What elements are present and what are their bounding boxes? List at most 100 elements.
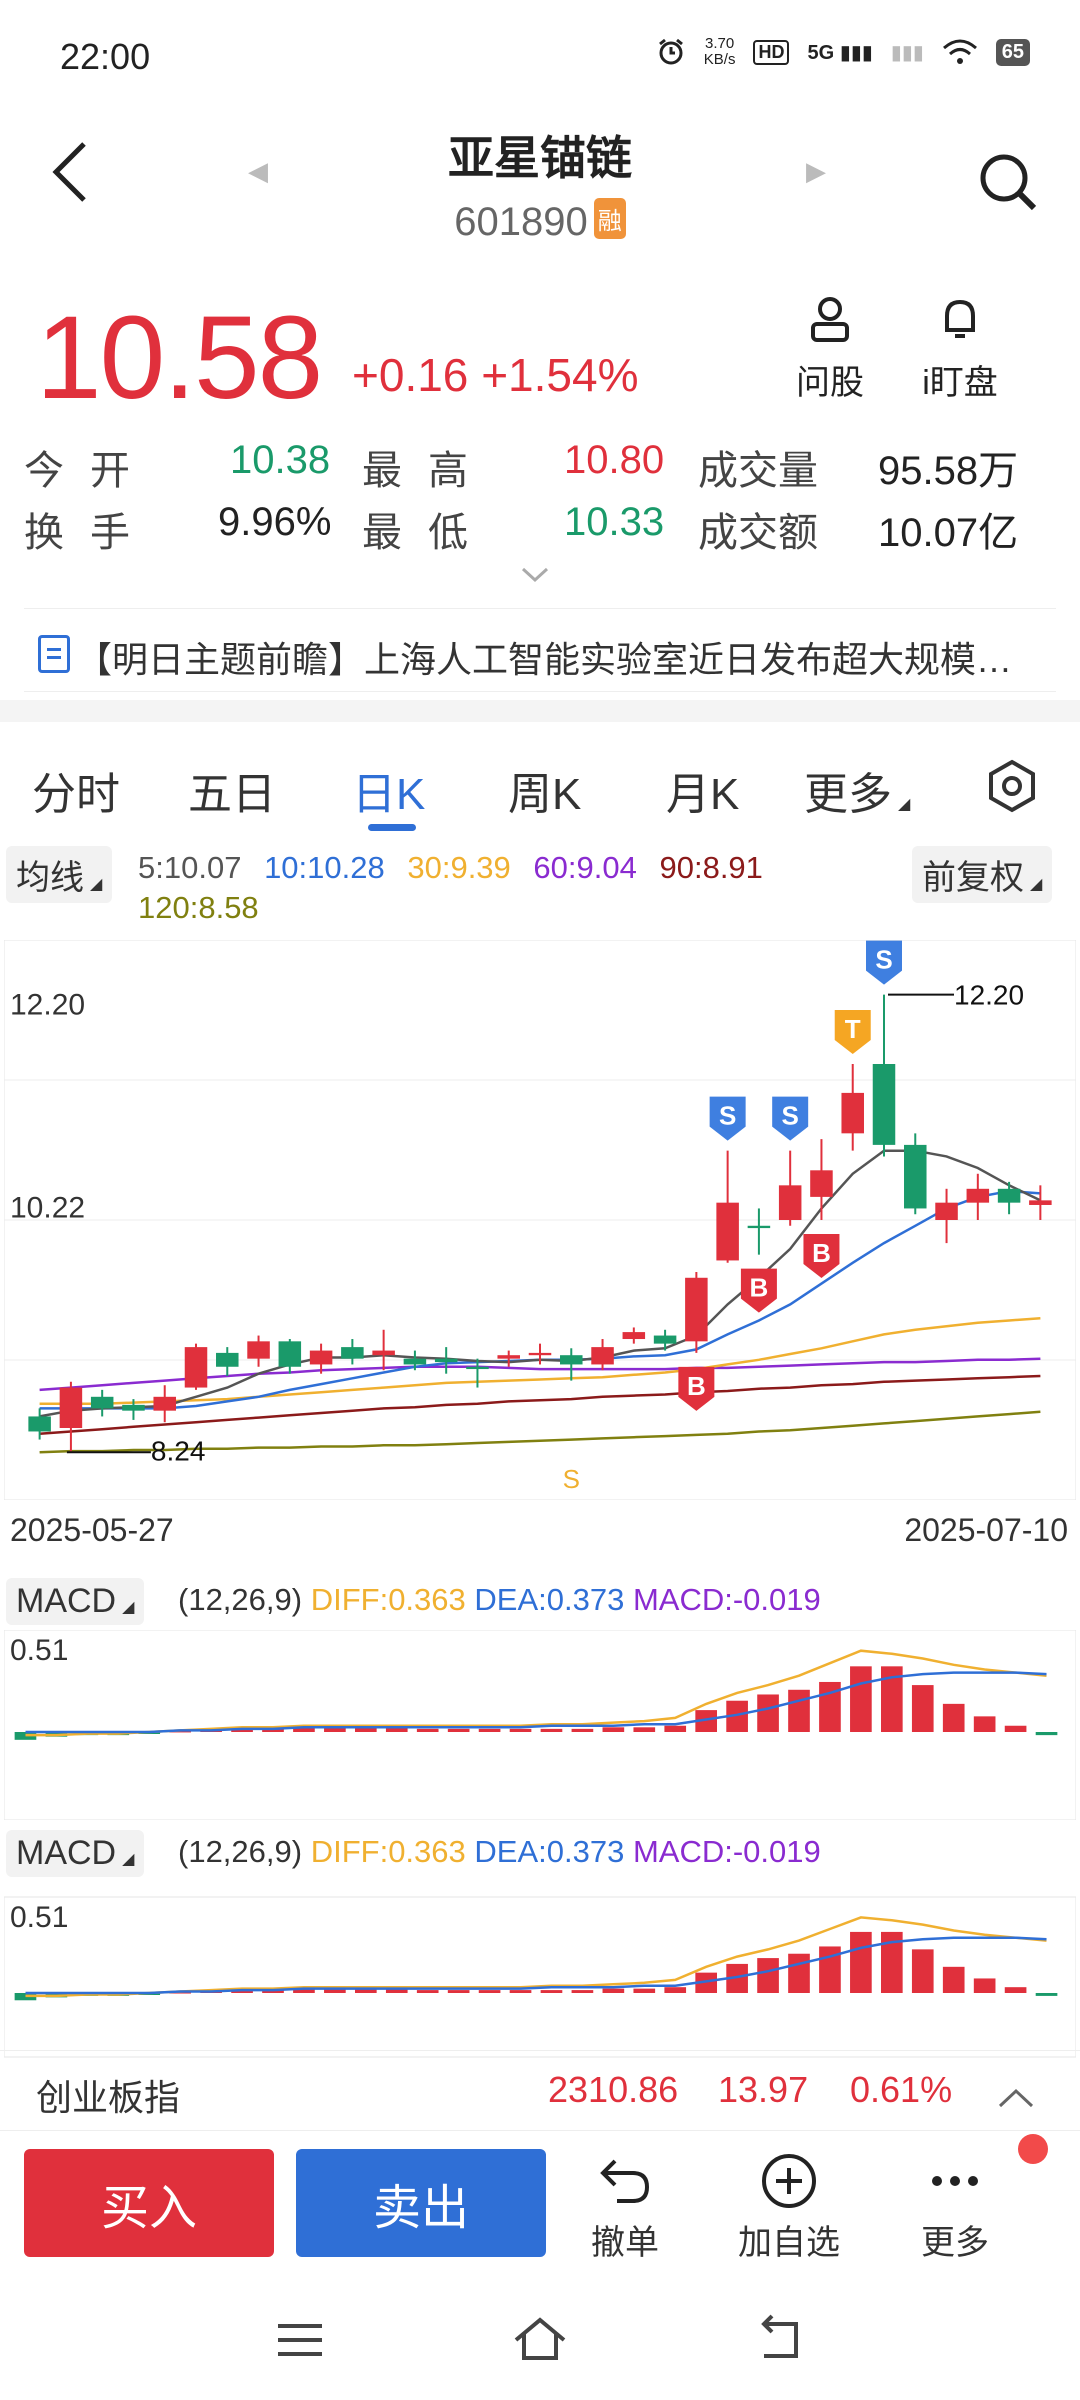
candle-body bbox=[278, 1341, 302, 1367]
price-change: +0.16 +1.54% bbox=[352, 349, 639, 401]
macd-bar bbox=[695, 1972, 718, 1993]
macd-bar bbox=[788, 1953, 810, 1993]
macd-chart-1[interactable]: 0.51 bbox=[4, 1630, 1076, 1820]
candlestick-chart[interactable]: 12.20 10.22 12.20 8.24 B S B S B T S S bbox=[4, 940, 1076, 1500]
index-ticker[interactable]: 创业板指 2310.86 13.97 0.61% bbox=[0, 2050, 1080, 2130]
signal-badge bbox=[678, 1366, 715, 1411]
candle-body bbox=[341, 1347, 364, 1359]
candle-body bbox=[403, 1358, 427, 1365]
add-watchlist-button[interactable]: 加自选 bbox=[724, 2151, 854, 2264]
news-ticker[interactable]: 【明日主题前瞻】上海人工智能实验室近日发布超大规模… bbox=[24, 608, 1056, 692]
watch-monitor-button[interactable]: i盯盘 bbox=[910, 294, 1010, 404]
candle-body bbox=[28, 1416, 51, 1432]
macd-bar bbox=[880, 1931, 903, 1993]
ma120-value: 120:8.58 bbox=[138, 890, 259, 925]
prev-stock-button[interactable]: ◀ bbox=[248, 156, 268, 186]
tab-intraday[interactable]: 分时 bbox=[32, 770, 120, 819]
next-stock-button[interactable]: ▶ bbox=[806, 156, 826, 186]
back-nav-icon[interactable] bbox=[750, 2310, 810, 2370]
candle-body bbox=[497, 1355, 520, 1359]
search-icon bbox=[980, 154, 1037, 211]
menu-icon[interactable] bbox=[270, 2310, 330, 2370]
ask-stock-button[interactable]: 问股 bbox=[780, 294, 880, 404]
macd-params-2: (12,26,9) DIFF:0.363 DEA:0.373 MACD:-0.0… bbox=[178, 1834, 821, 1869]
sell-button[interactable]: 卖出 bbox=[296, 2149, 546, 2257]
macd-bar bbox=[385, 1988, 408, 1993]
macd-bar bbox=[633, 1727, 656, 1732]
plus-circle-icon bbox=[762, 2154, 816, 2208]
macd-bar bbox=[385, 1727, 408, 1732]
macd-bar bbox=[911, 1685, 934, 1732]
macd-bar bbox=[324, 1988, 346, 1993]
chevron-up-icon[interactable] bbox=[996, 2077, 1036, 2119]
amount-label: 成交额 bbox=[698, 511, 818, 555]
candle-body bbox=[247, 1341, 270, 1359]
caret-icon: ◢ bbox=[898, 796, 911, 813]
document-icon bbox=[38, 635, 70, 673]
tab-daily-k[interactable]: 日K bbox=[352, 770, 426, 819]
buy-button[interactable]: 买入 bbox=[24, 2149, 274, 2257]
macd-bar bbox=[447, 1728, 470, 1732]
cancel-order-button[interactable]: 撤单 bbox=[560, 2151, 690, 2264]
candle-body bbox=[309, 1350, 333, 1365]
candle-body bbox=[872, 1064, 896, 1145]
macd-bar bbox=[14, 1993, 37, 2001]
ma90-value: 90:8.91 bbox=[659, 850, 763, 885]
search-button[interactable] bbox=[976, 150, 1040, 214]
more-button[interactable]: 更多 bbox=[890, 2151, 1020, 2264]
macd-bar bbox=[880, 1666, 903, 1732]
macd-y-label: 0.51 bbox=[10, 1901, 68, 1934]
macd-bar bbox=[571, 1990, 594, 1993]
home-icon[interactable] bbox=[510, 2310, 570, 2370]
macd-bar bbox=[293, 1988, 315, 1993]
dea-line bbox=[25, 1671, 1047, 1734]
index-value: 2310.86 bbox=[548, 2069, 679, 2110]
chart-settings-button[interactable] bbox=[984, 758, 1040, 814]
candle-body bbox=[1029, 1200, 1052, 1205]
active-tab-indicator bbox=[368, 824, 416, 831]
adjust-select[interactable]: 前复权 ◢ bbox=[912, 846, 1053, 903]
candle-body bbox=[122, 1404, 145, 1411]
back-button[interactable] bbox=[50, 140, 110, 210]
high-value: 10.80 bbox=[564, 438, 665, 482]
tab-five-day[interactable]: 五日 bbox=[188, 770, 276, 819]
ma90-line bbox=[39, 1374, 1041, 1436]
macd-bar bbox=[726, 1963, 748, 1993]
open-value: 10.38 bbox=[230, 438, 331, 482]
wifi-icon bbox=[942, 39, 977, 64]
signal-label: T bbox=[845, 1014, 861, 1044]
candle-body bbox=[434, 1358, 458, 1363]
ma120-line bbox=[39, 1410, 1041, 1454]
candle-body bbox=[372, 1350, 395, 1356]
macd-select-2[interactable]: MACD ◢ bbox=[6, 1830, 145, 1877]
expand-stats-button[interactable] bbox=[520, 560, 550, 591]
macd-select-1[interactable]: MACD ◢ bbox=[6, 1578, 145, 1625]
battery-icon: 65 bbox=[995, 38, 1030, 66]
candle-body bbox=[622, 1332, 646, 1340]
tab-more[interactable]: 更多 ◢ bbox=[804, 770, 911, 819]
chevron-down-icon bbox=[521, 567, 549, 583]
ma10-value: 10:10.28 bbox=[264, 850, 385, 885]
status-icons: 3.70 KB/s HD 5G ▮▮▮ ▮▮▮ 65 bbox=[656, 36, 1030, 68]
section-divider bbox=[0, 700, 1080, 722]
tab-weekly-k[interactable]: 周K bbox=[508, 770, 582, 819]
caret-icon: ◢ bbox=[122, 1851, 135, 1868]
macd-bar bbox=[911, 1949, 934, 1993]
signal-badge bbox=[834, 1010, 871, 1054]
y-tick-label: 12.20 bbox=[10, 989, 85, 1022]
macd-bar bbox=[973, 1978, 996, 1993]
macd-y-label: 0.51 bbox=[10, 1634, 68, 1667]
last-price: 10.58 bbox=[36, 292, 323, 424]
quote-stats: 今开 10.38 最高 10.80 成交量 95.58万 换手 9.96% 最低… bbox=[24, 438, 1064, 562]
margin-badge: 融 bbox=[593, 198, 626, 239]
tab-monthly-k[interactable]: 月K bbox=[666, 770, 740, 819]
macd-chart-2[interactable]: 0.51 bbox=[4, 1882, 1076, 2072]
candle-body bbox=[184, 1347, 208, 1388]
candle-body bbox=[560, 1355, 583, 1365]
macd-bar bbox=[293, 1727, 315, 1732]
indicator-select[interactable]: 均线 ◢ bbox=[6, 846, 113, 903]
macd-bar bbox=[416, 1728, 439, 1732]
chart-tabs: 分时 五日 日K 周K 月K 更多 ◢ bbox=[0, 740, 1080, 840]
macd-bar bbox=[973, 1716, 996, 1732]
macd-bar bbox=[1004, 1725, 1027, 1732]
